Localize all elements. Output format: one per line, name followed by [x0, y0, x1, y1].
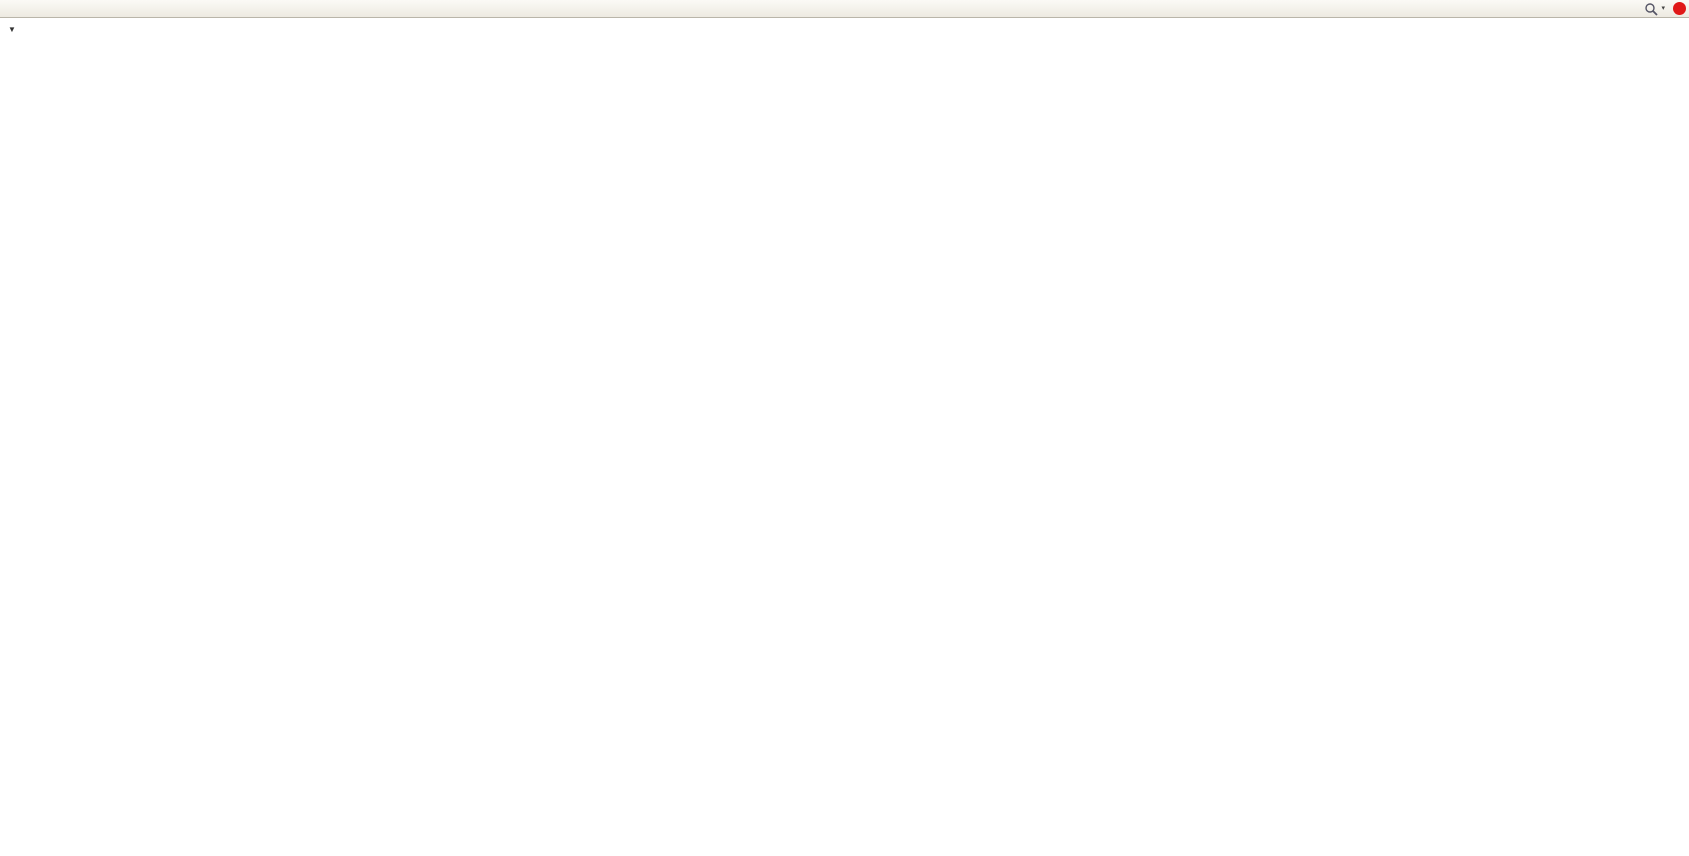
search-icon [1644, 2, 1659, 16]
chart-canvas[interactable] [0, 18, 1689, 792]
chart-window: ▼ [0, 18, 1689, 792]
search-button[interactable]: ▾ [1641, 1, 1668, 16]
caret-icon: ▾ [1661, 5, 1665, 12]
toolbar-right-group: ▾ [1641, 1, 1686, 16]
main-toolbar: ▾ [0, 0, 1689, 18]
notification-badge[interactable] [1673, 2, 1686, 15]
